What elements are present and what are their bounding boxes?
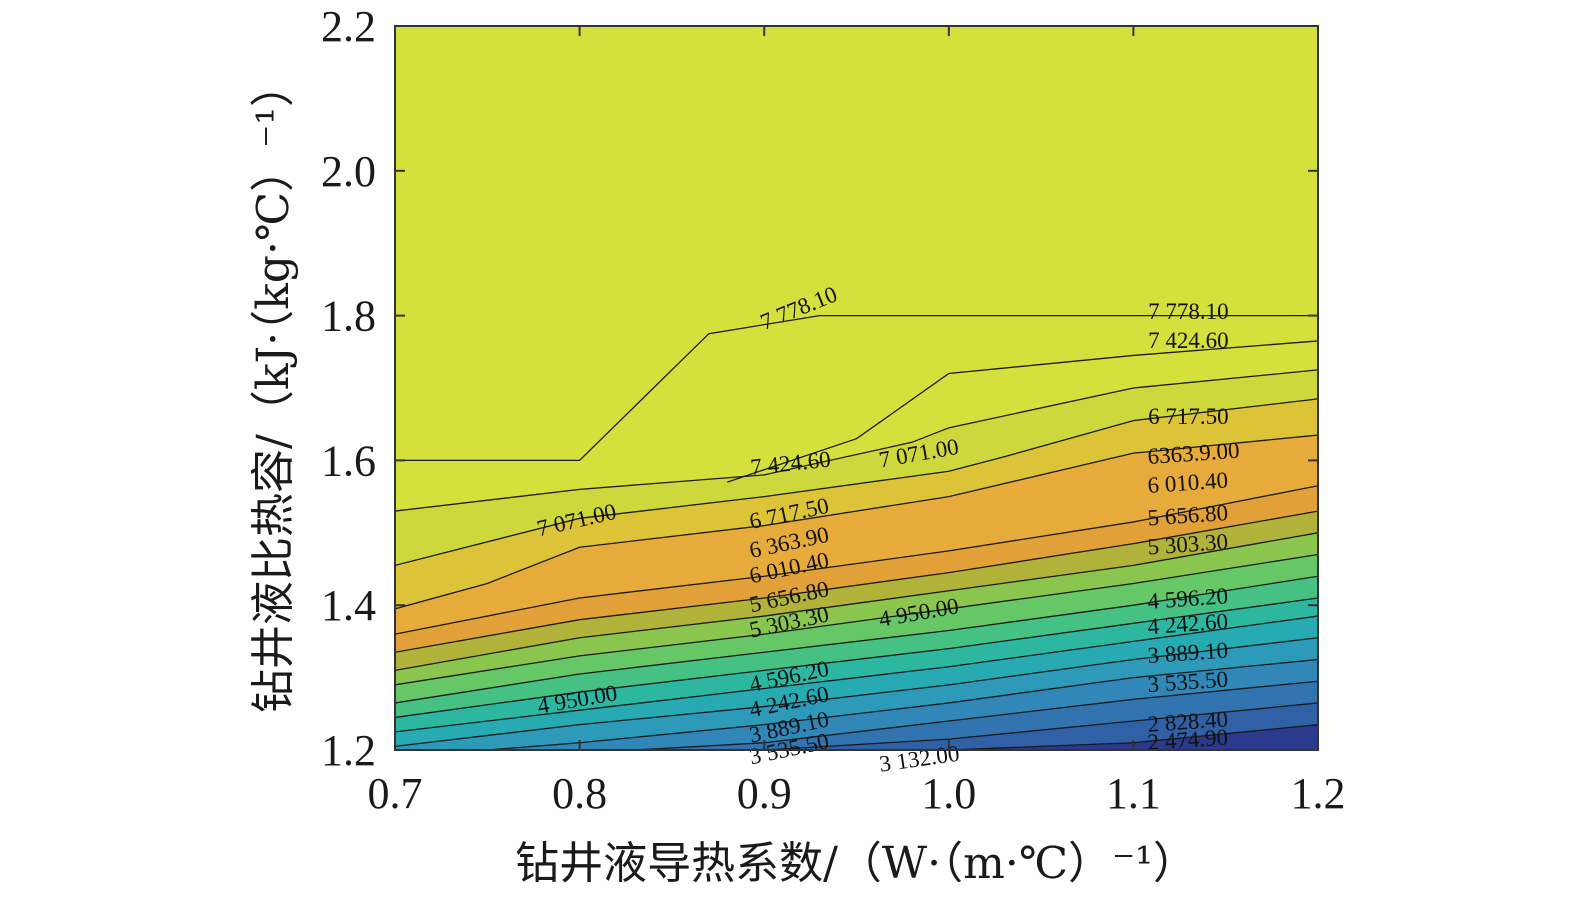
contour-band [948,724,1318,750]
contour-label: 4 242.60 [1147,609,1229,640]
contour-label: 6 010.40 [1147,467,1229,498]
axis-ticks [394,25,1319,751]
contour-labels: 7 778.10 7 778.107 424.607 424.60 7 071.00… [534,281,1240,776]
x-tick-label: 1.0 [921,769,976,818]
contour-line [395,637,1318,748]
contour-line [764,702,1318,750]
tick-labels: 0.7 0.8 0.9 1.0 1.1 1.2 1.2 1.4 1.6 1.8 2.0 2.2 [321,2,1346,818]
plot-frame [394,25,1319,751]
contour-line [395,434,1318,610]
x-tick-label: 1.1 [1106,769,1161,818]
y-tick-label: 1.4 [321,581,376,630]
y-tick-label: 1.8 [321,292,376,341]
y-tick-label: 1.6 [321,436,376,485]
contour-line [395,485,1318,635]
contour-fills [395,26,1318,750]
x-tick-label: 0.7 [368,769,423,818]
contour-line [395,398,1318,567]
contour-line [395,314,1318,462]
contour-label: 4 596.20 [1147,583,1229,614]
contour-label: 3 535.50 [1147,667,1229,698]
contour-line [395,510,1318,653]
contour-line [727,340,1318,483]
x-tick-label: 0.9 [737,769,792,818]
y-axis-label: 钻井液比热容/（kJ·（kg·℃）⁻¹） [248,63,299,713]
contour-line [395,575,1318,704]
contour-label: 3 889.10 [1147,638,1229,669]
contour-label: 7 778.10 [1148,299,1229,324]
y-tick-label: 2.2 [321,2,376,51]
y-tick-label: 1.2 [321,726,376,775]
contour-label: 5 303.30 [1147,529,1229,560]
contour-line [395,553,1318,686]
contour-label: 2 828.40 [1147,706,1229,737]
contour-label: 5 656.80 [1147,500,1229,531]
contour-label: 7 424.60 [1148,328,1229,353]
contour-line [395,369,1318,512]
contour-line [634,680,1318,750]
x-tick-label: 1.2 [1291,769,1346,818]
y-tick-label: 2.0 [321,147,376,196]
contour-line [487,658,1318,750]
contour-line [395,597,1318,719]
x-axis-label: 钻井液导热系数/（W·（m·℃）⁻¹） [515,838,1197,889]
contour-line [395,615,1318,733]
contour-label: 6 717.50 [1148,404,1229,429]
contour-line [395,532,1318,672]
x-tick-label: 0.8 [552,769,607,818]
